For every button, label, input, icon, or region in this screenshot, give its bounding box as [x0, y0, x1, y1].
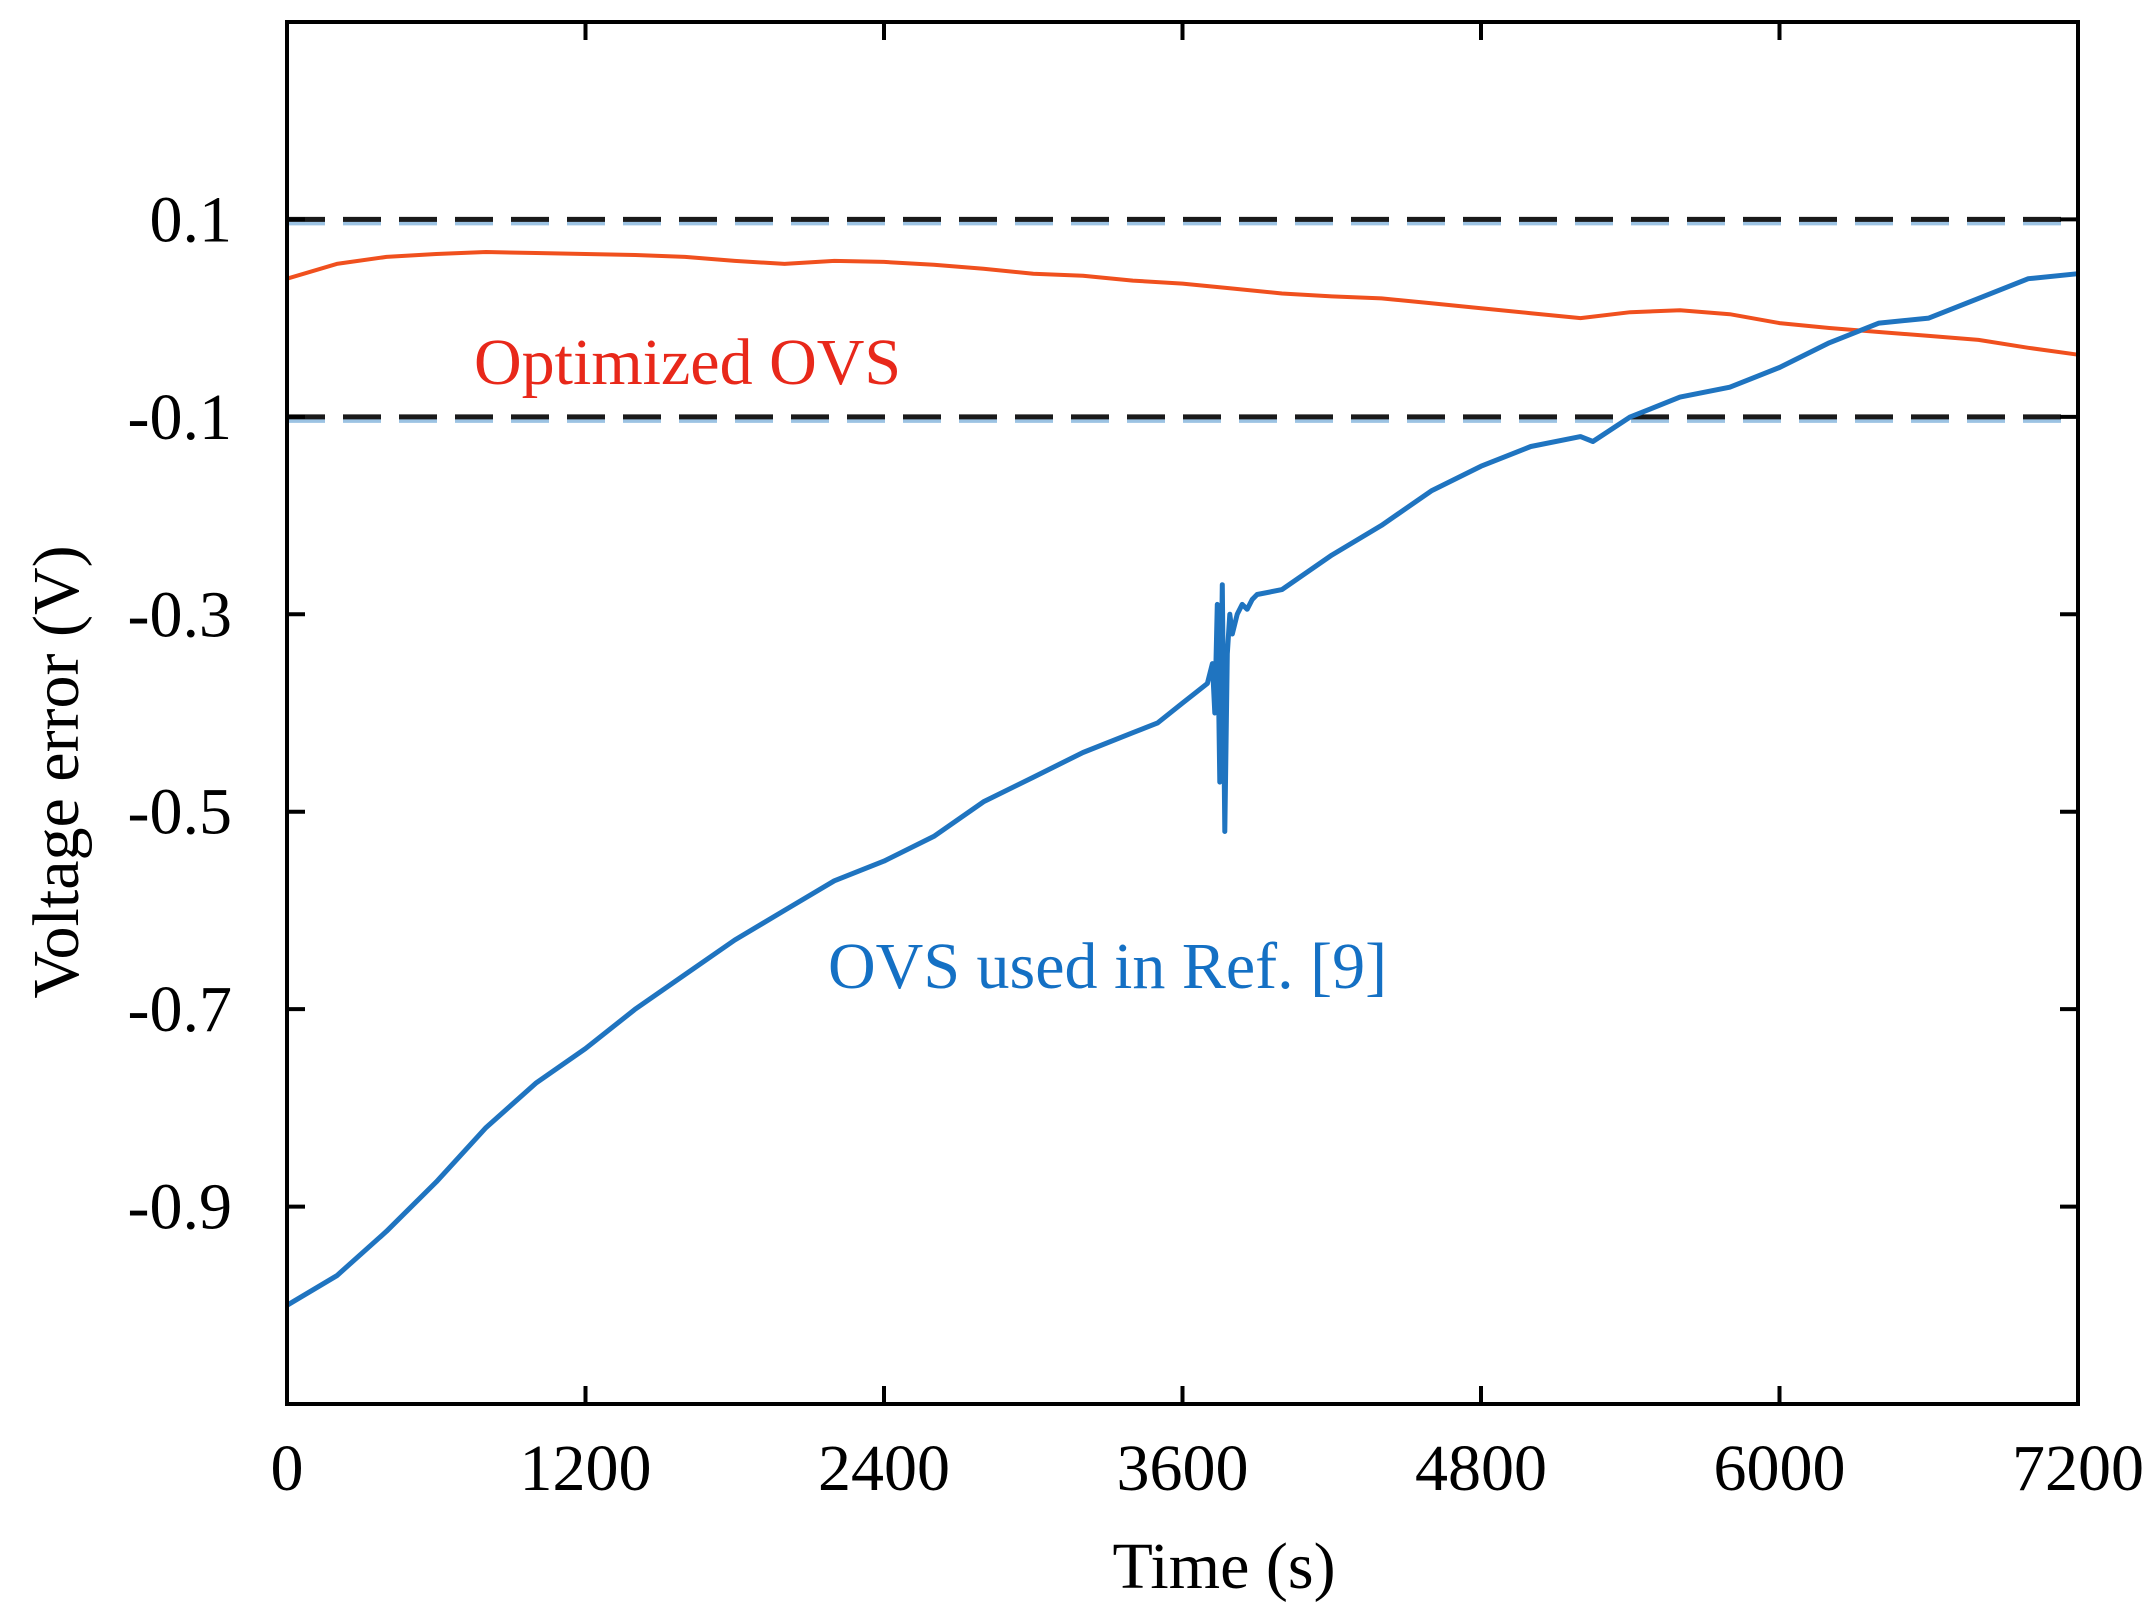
x-tick-label: 7200 [2012, 1432, 2144, 1505]
series-line-0 [286, 250, 2079, 357]
y-tick-label: -0.7 [128, 973, 232, 1046]
x-tick-label: 4800 [1415, 1432, 1547, 1505]
y-tick-label: -0.3 [128, 578, 232, 651]
annotation-ovs-ref9: OVS used in Ref. [9] [828, 930, 1387, 1003]
x-tick-label: 1200 [520, 1432, 652, 1505]
series-line-1 [285, 271, 2079, 1308]
axes [285, 20, 2080, 1406]
annotation-optimized-ovs: Optimized OVS [474, 326, 901, 399]
tick-labels: 0 1200 2400 3600 4800 6000 7200 0.1 -0.1 -0.3 -0.5… [128, 183, 2144, 1505]
y-tick-label: -0.5 [128, 776, 232, 849]
x-axis-title: Time (s) [1112, 1530, 1335, 1603]
y-tick-label: -0.9 [128, 1171, 232, 1244]
threshold-lines [287, 216, 2078, 423]
y-tick-label: -0.1 [128, 381, 232, 454]
x-tick-label: 2400 [818, 1432, 950, 1505]
y-axis-title: Voltage error (V) [20, 545, 93, 998]
x-tick-label: 6000 [1714, 1432, 1846, 1505]
x-tick-label: 3600 [1117, 1432, 1249, 1505]
y-tick-label: 0.1 [150, 183, 233, 256]
data-series [285, 250, 2079, 1308]
x-tick-label: 0 [271, 1432, 304, 1505]
